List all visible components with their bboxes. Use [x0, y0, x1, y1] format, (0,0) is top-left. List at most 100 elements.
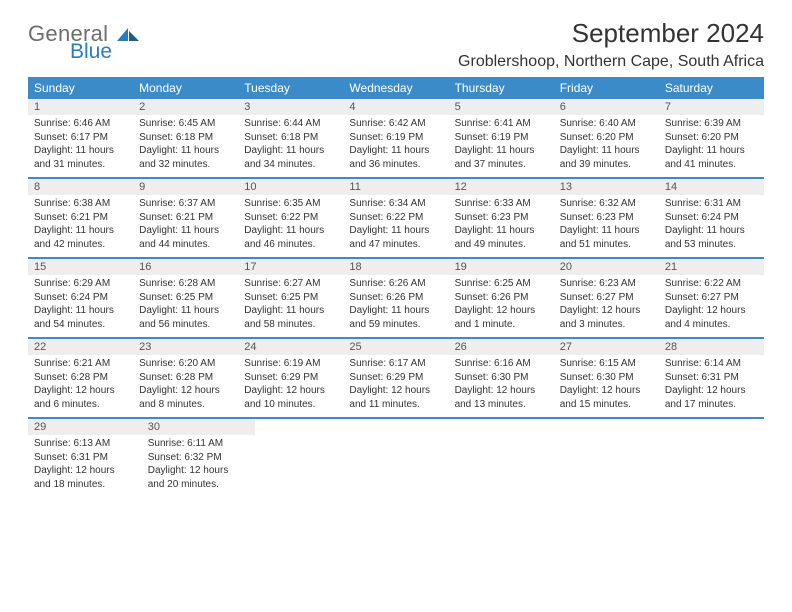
daylight-line: and 37 minutes.: [455, 158, 548, 172]
day-number: 28: [659, 339, 764, 355]
day-cell: 20Sunrise: 6:23 AMSunset: 6:27 PMDayligh…: [554, 259, 659, 337]
day-cell: 6Sunrise: 6:40 AMSunset: 6:20 PMDaylight…: [554, 99, 659, 177]
daylight-line: and 53 minutes.: [665, 238, 758, 252]
sunrise-line: Sunrise: 6:39 AM: [665, 117, 758, 131]
sunrise-line: Sunrise: 6:37 AM: [139, 197, 232, 211]
week-row: 15Sunrise: 6:29 AMSunset: 6:24 PMDayligh…: [28, 259, 764, 339]
empty-cell: [561, 419, 663, 497]
dow-header-row: SundayMondayTuesdayWednesdayThursdayFrid…: [28, 77, 764, 99]
day-cell: 10Sunrise: 6:35 AMSunset: 6:22 PMDayligh…: [238, 179, 343, 257]
daylight-line: and 13 minutes.: [455, 398, 548, 412]
daylight-line: Daylight: 12 hours: [34, 464, 136, 478]
sunrise-line: Sunrise: 6:27 AM: [244, 277, 337, 291]
sunset-line: Sunset: 6:24 PM: [665, 211, 758, 225]
daylight-line: Daylight: 11 hours: [349, 304, 442, 318]
daylight-line: Daylight: 12 hours: [665, 384, 758, 398]
sunset-line: Sunset: 6:20 PM: [560, 131, 653, 145]
sunrise-line: Sunrise: 6:13 AM: [34, 437, 136, 451]
sunset-line: Sunset: 6:23 PM: [455, 211, 548, 225]
daylight-line: and 31 minutes.: [34, 158, 127, 172]
day-number: 16: [133, 259, 238, 275]
daylight-line: and 3 minutes.: [560, 318, 653, 332]
sunset-line: Sunset: 6:27 PM: [665, 291, 758, 305]
day-cell: 23Sunrise: 6:20 AMSunset: 6:28 PMDayligh…: [133, 339, 238, 417]
sunset-line: Sunset: 6:27 PM: [560, 291, 653, 305]
daylight-line: Daylight: 12 hours: [244, 384, 337, 398]
sunrise-line: Sunrise: 6:26 AM: [349, 277, 442, 291]
daylight-line: Daylight: 11 hours: [455, 224, 548, 238]
daylight-line: and 42 minutes.: [34, 238, 127, 252]
daylight-line: and 58 minutes.: [244, 318, 337, 332]
daylight-line: and 47 minutes.: [349, 238, 442, 252]
dow-cell: Sunday: [28, 77, 133, 99]
daylight-line: Daylight: 11 hours: [455, 144, 548, 158]
dow-cell: Monday: [133, 77, 238, 99]
daylight-line: Daylight: 11 hours: [34, 224, 127, 238]
daylight-line: and 41 minutes.: [665, 158, 758, 172]
sunset-line: Sunset: 6:24 PM: [34, 291, 127, 305]
day-cell: 7Sunrise: 6:39 AMSunset: 6:20 PMDaylight…: [659, 99, 764, 177]
daylight-line: and 39 minutes.: [560, 158, 653, 172]
sunset-line: Sunset: 6:22 PM: [244, 211, 337, 225]
day-number: 17: [238, 259, 343, 275]
day-cell: 28Sunrise: 6:14 AMSunset: 6:31 PMDayligh…: [659, 339, 764, 417]
day-number: 23: [133, 339, 238, 355]
sunrise-line: Sunrise: 6:38 AM: [34, 197, 127, 211]
sunrise-line: Sunrise: 6:46 AM: [34, 117, 127, 131]
daylight-line: Daylight: 11 hours: [665, 224, 758, 238]
sunrise-line: Sunrise: 6:11 AM: [148, 437, 250, 451]
day-number: 8: [28, 179, 133, 195]
daylight-line: and 17 minutes.: [665, 398, 758, 412]
empty-cell: [255, 419, 357, 497]
calendar-grid: SundayMondayTuesdayWednesdayThursdayFrid…: [28, 77, 764, 497]
sunrise-line: Sunrise: 6:31 AM: [665, 197, 758, 211]
daylight-line: and 44 minutes.: [139, 238, 232, 252]
sunrise-line: Sunrise: 6:22 AM: [665, 277, 758, 291]
sunset-line: Sunset: 6:20 PM: [665, 131, 758, 145]
day-cell: 17Sunrise: 6:27 AMSunset: 6:25 PMDayligh…: [238, 259, 343, 337]
day-number: 6: [554, 99, 659, 115]
logo-text: General Blue: [28, 22, 112, 63]
daylight-line: Daylight: 12 hours: [349, 384, 442, 398]
daylight-line: and 34 minutes.: [244, 158, 337, 172]
day-number: 4: [343, 99, 448, 115]
day-cell: 22Sunrise: 6:21 AMSunset: 6:28 PMDayligh…: [28, 339, 133, 417]
day-cell: 26Sunrise: 6:16 AMSunset: 6:30 PMDayligh…: [449, 339, 554, 417]
daylight-line: and 15 minutes.: [560, 398, 653, 412]
daylight-line: and 10 minutes.: [244, 398, 337, 412]
sunset-line: Sunset: 6:23 PM: [560, 211, 653, 225]
sunrise-line: Sunrise: 6:32 AM: [560, 197, 653, 211]
daylight-line: and 1 minute.: [455, 318, 548, 332]
daylight-line: and 18 minutes.: [34, 478, 136, 492]
daylight-line: Daylight: 11 hours: [244, 304, 337, 318]
day-number: 12: [449, 179, 554, 195]
day-cell: 11Sunrise: 6:34 AMSunset: 6:22 PMDayligh…: [343, 179, 448, 257]
title-block: September 2024 Groblershoop, Northern Ca…: [458, 18, 764, 71]
day-cell: 14Sunrise: 6:31 AMSunset: 6:24 PMDayligh…: [659, 179, 764, 257]
week-row: 22Sunrise: 6:21 AMSunset: 6:28 PMDayligh…: [28, 339, 764, 419]
sunrise-line: Sunrise: 6:34 AM: [349, 197, 442, 211]
logo-word-blue: Blue: [70, 41, 112, 63]
sunrise-line: Sunrise: 6:14 AM: [665, 357, 758, 371]
day-number: 29: [28, 419, 142, 435]
sunrise-line: Sunrise: 6:40 AM: [560, 117, 653, 131]
day-cell: 18Sunrise: 6:26 AMSunset: 6:26 PMDayligh…: [343, 259, 448, 337]
sunset-line: Sunset: 6:21 PM: [139, 211, 232, 225]
day-cell: 27Sunrise: 6:15 AMSunset: 6:30 PMDayligh…: [554, 339, 659, 417]
day-number: 1: [28, 99, 133, 115]
sunset-line: Sunset: 6:25 PM: [139, 291, 232, 305]
sunset-line: Sunset: 6:21 PM: [34, 211, 127, 225]
daylight-line: Daylight: 12 hours: [34, 384, 127, 398]
sunrise-line: Sunrise: 6:42 AM: [349, 117, 442, 131]
daylight-line: and 56 minutes.: [139, 318, 232, 332]
daylight-line: Daylight: 11 hours: [349, 144, 442, 158]
sunrise-line: Sunrise: 6:35 AM: [244, 197, 337, 211]
sunrise-line: Sunrise: 6:29 AM: [34, 277, 127, 291]
daylight-line: Daylight: 11 hours: [665, 144, 758, 158]
sunset-line: Sunset: 6:26 PM: [349, 291, 442, 305]
sunrise-line: Sunrise: 6:28 AM: [139, 277, 232, 291]
daylight-line: Daylight: 11 hours: [139, 224, 232, 238]
day-cell: 25Sunrise: 6:17 AMSunset: 6:29 PMDayligh…: [343, 339, 448, 417]
dow-cell: Thursday: [449, 77, 554, 99]
day-cell: 15Sunrise: 6:29 AMSunset: 6:24 PMDayligh…: [28, 259, 133, 337]
